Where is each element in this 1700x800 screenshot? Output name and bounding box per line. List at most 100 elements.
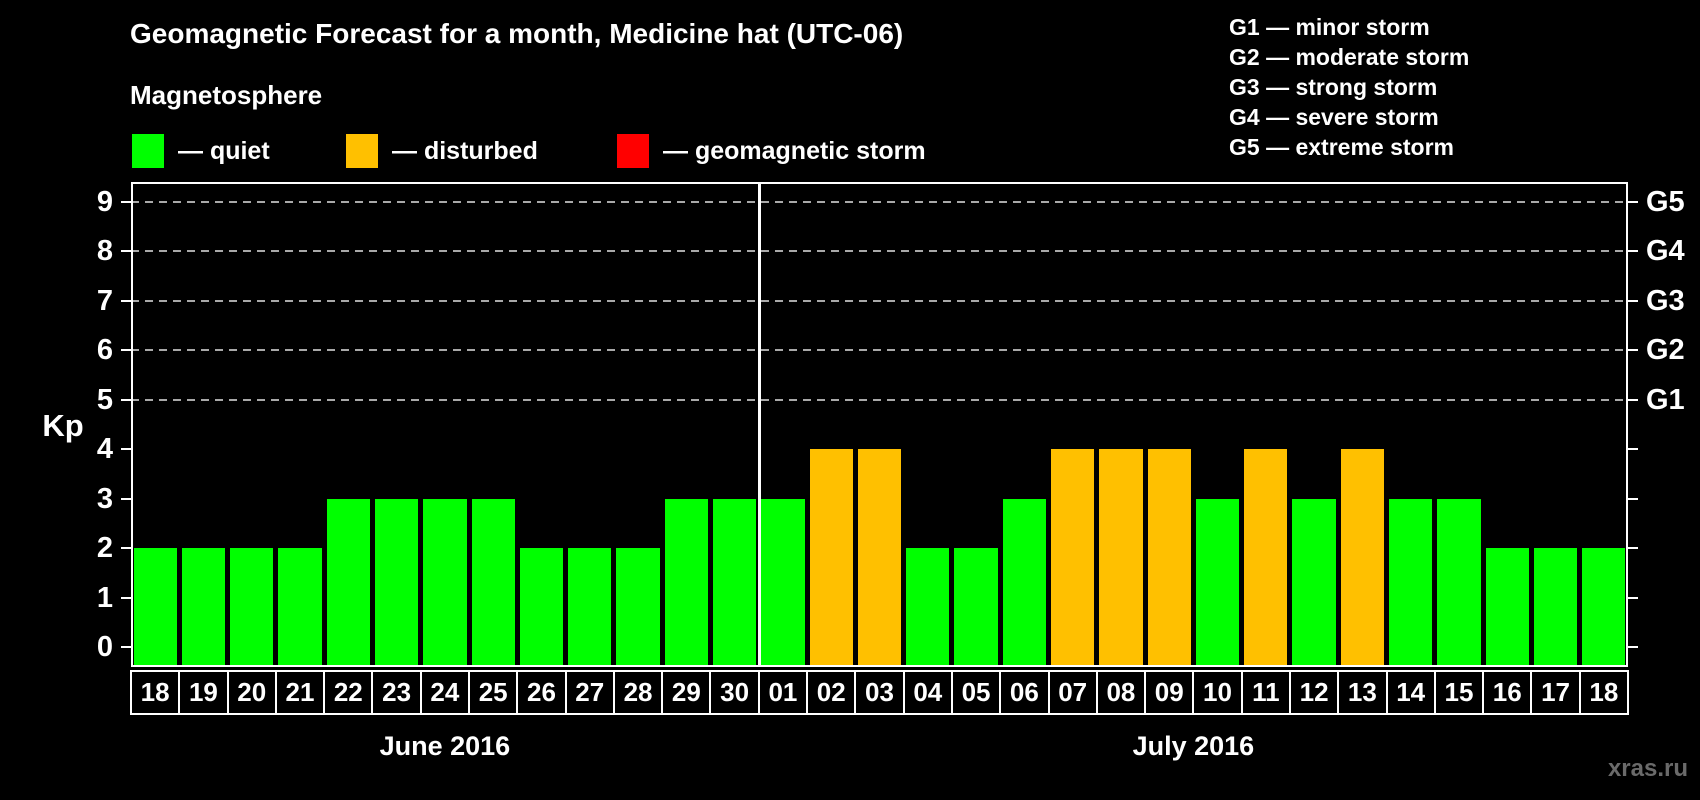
y-tick-left bbox=[121, 547, 131, 550]
forecast-bar-05 bbox=[954, 548, 998, 665]
legend-item-quiet: — quiet bbox=[132, 132, 270, 170]
forecast-bar-26 bbox=[519, 548, 564, 665]
legend-item-disturbed: — disturbed bbox=[346, 132, 538, 170]
forecast-bar-08 bbox=[1099, 449, 1143, 665]
quiet-color-swatch-icon bbox=[132, 134, 164, 168]
day-label-cell: 19 bbox=[178, 670, 229, 715]
forecast-bar-27 bbox=[568, 548, 612, 665]
forecast-bar-28 bbox=[616, 548, 660, 665]
y-tick-right bbox=[1628, 349, 1638, 352]
day-label-cell: 24 bbox=[419, 670, 471, 715]
day-label-cell: 29 bbox=[661, 670, 712, 715]
g-axis-label-g5: G5 bbox=[1646, 185, 1685, 218]
month-separator-line bbox=[757, 184, 761, 665]
legend-label-disturbed: — disturbed bbox=[392, 136, 538, 165]
day-label-cell: 18 bbox=[130, 670, 181, 715]
forecast-bar-21 bbox=[278, 548, 322, 665]
day-label-cell: 27 bbox=[564, 670, 615, 715]
forecast-bar-25 bbox=[471, 498, 515, 665]
day-label-cell: 13 bbox=[1337, 670, 1388, 715]
forecast-bar-09 bbox=[1147, 449, 1191, 665]
day-label-cell: 15 bbox=[1433, 670, 1485, 715]
y-tick-left bbox=[121, 299, 131, 302]
forecast-bar-12 bbox=[1292, 498, 1336, 665]
y-tick-label: 4 bbox=[96, 433, 113, 466]
forecast-bar-19 bbox=[181, 548, 226, 665]
forecast-bar-01 bbox=[761, 498, 805, 665]
month-label-july: July 2016 bbox=[1132, 731, 1255, 761]
y-tick-label: 8 bbox=[96, 235, 113, 268]
y-tick-left bbox=[121, 448, 131, 451]
forecast-bar-02 bbox=[809, 449, 853, 665]
forecast-bar-14 bbox=[1389, 498, 1433, 665]
y-tick-left bbox=[121, 646, 131, 649]
gridline-kp7 bbox=[131, 299, 1628, 302]
legend-item-storm: — geomagnetic storm bbox=[617, 132, 926, 170]
legend-label-storm: — geomagnetic storm bbox=[663, 136, 926, 165]
y-tick-label: 0 bbox=[96, 631, 113, 664]
forecast-bar-07 bbox=[1051, 449, 1095, 665]
day-label-cell: 25 bbox=[468, 670, 519, 715]
y-tick-left bbox=[121, 349, 131, 352]
legend-label-quiet: — quiet bbox=[178, 136, 270, 165]
y-tick-label: 1 bbox=[96, 581, 113, 614]
y-tick-right bbox=[1628, 200, 1638, 203]
day-label-cell: 06 bbox=[999, 670, 1050, 715]
forecast-bar-20 bbox=[230, 548, 274, 665]
y-tick-left bbox=[121, 398, 131, 401]
forecast-bar-13 bbox=[1340, 449, 1385, 665]
forecast-bar-30 bbox=[712, 498, 757, 665]
g2-legend-line: G2 — moderate storm bbox=[1229, 44, 1470, 70]
day-label-cell: 08 bbox=[1095, 670, 1147, 715]
plot-area bbox=[131, 182, 1628, 667]
y-tick-right bbox=[1628, 398, 1638, 401]
y-tick-label: 6 bbox=[96, 334, 113, 367]
y-tick-right bbox=[1628, 299, 1638, 302]
g5-legend-line: G5 — extreme storm bbox=[1229, 134, 1454, 160]
forecast-bar-18 bbox=[133, 548, 177, 665]
y-tick-right bbox=[1628, 646, 1638, 649]
y-tick-right bbox=[1628, 596, 1638, 599]
g1-legend-line: G1 — minor storm bbox=[1229, 14, 1430, 40]
y-tick-left bbox=[121, 250, 131, 253]
storm-color-swatch-icon bbox=[617, 134, 649, 168]
watermark-xras: xras.ru bbox=[1607, 755, 1688, 782]
forecast-bar-11 bbox=[1244, 449, 1288, 665]
day-label-cell: 23 bbox=[371, 670, 422, 715]
y-tick-left bbox=[121, 200, 131, 203]
forecast-bar-23 bbox=[374, 498, 419, 665]
day-label-cell: 17 bbox=[1530, 670, 1581, 715]
day-label-cell: 26 bbox=[516, 670, 567, 715]
gridline-kp8 bbox=[131, 250, 1628, 253]
y-tick-left bbox=[121, 497, 131, 500]
day-label-cell: 18 bbox=[1578, 670, 1629, 715]
day-label-cell: 03 bbox=[854, 670, 905, 715]
y-tick-label: 7 bbox=[96, 284, 113, 317]
day-label-cell: 30 bbox=[709, 670, 760, 715]
month-label-june: June 2016 bbox=[379, 731, 511, 761]
disturbed-color-swatch-icon bbox=[346, 134, 378, 168]
g-scale-legend: G1 — minor storm G2 — moderate storm G3 … bbox=[1229, 12, 1469, 162]
page-title: Geomagnetic Forecast for a month, Medici… bbox=[130, 18, 904, 49]
day-label-cell: 07 bbox=[1047, 670, 1098, 715]
g4-legend-line: G4 — severe storm bbox=[1229, 104, 1439, 130]
day-label-cell: 11 bbox=[1240, 670, 1291, 715]
y-tick-label: 3 bbox=[96, 482, 113, 515]
forecast-bar-15 bbox=[1437, 498, 1481, 665]
g-axis-label-g2: G2 bbox=[1646, 334, 1685, 367]
gridline-kp9 bbox=[131, 200, 1628, 203]
y-tick-label: 5 bbox=[96, 383, 113, 416]
day-label-cell: 10 bbox=[1192, 670, 1243, 715]
g-axis-label-g4: G4 bbox=[1646, 235, 1685, 268]
day-label-cell: 14 bbox=[1385, 670, 1436, 715]
day-label-cell: 16 bbox=[1482, 670, 1533, 715]
forecast-bar-18 bbox=[1582, 548, 1626, 665]
day-label-cell: 12 bbox=[1288, 670, 1340, 715]
y-tick-right bbox=[1628, 250, 1638, 253]
day-label-cell: 04 bbox=[902, 670, 953, 715]
forecast-bar-04 bbox=[906, 548, 950, 665]
g-axis-label-g3: G3 bbox=[1646, 284, 1685, 317]
forecast-bar-10 bbox=[1195, 498, 1240, 665]
magnetosphere-heading: Magnetosphere bbox=[130, 80, 323, 110]
